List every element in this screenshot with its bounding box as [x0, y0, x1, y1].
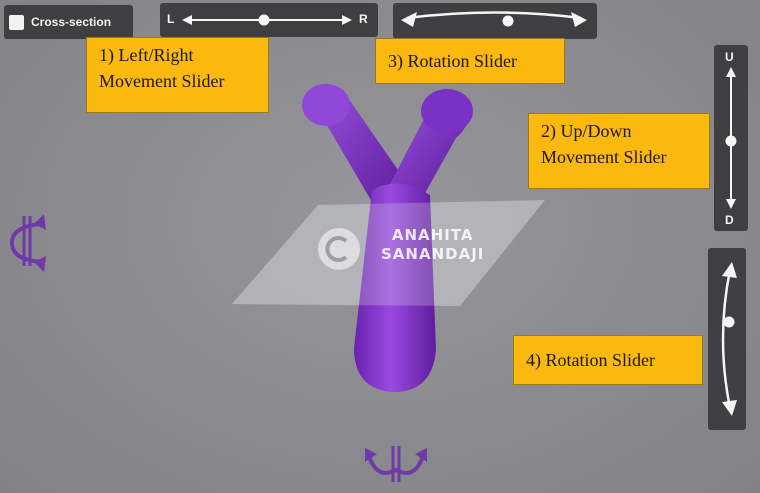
- up-down-slider-handle[interactable]: [725, 135, 737, 147]
- curved-double-arrow-icon: [401, 11, 587, 27]
- callout-up-down-slider: 2) Up/Down Movement Slider: [528, 113, 710, 189]
- right-label: R: [359, 12, 368, 26]
- copyright-logo-icon: [318, 228, 360, 270]
- rotate-vertical-axis-icon[interactable]: [8, 210, 52, 276]
- rotation-slider-side[interactable]: [708, 248, 746, 430]
- cross-section-checkbox[interactable]: [9, 14, 24, 30]
- callout-left-right-slider: 1) Left/Right Movement Slider: [86, 37, 269, 113]
- curved-vertical-double-arrow-icon: [721, 262, 737, 416]
- callout-rotation-top: 3) Rotation Slider: [375, 38, 565, 84]
- callout-up-down-line2: Movement Slider: [541, 147, 667, 167]
- callout-left-right-line2: Movement Slider: [99, 71, 225, 91]
- watermark-text: ANAHITA SANANDAJI: [381, 226, 484, 264]
- callout-rotation-top-text: 3) Rotation Slider: [388, 51, 517, 71]
- callout-rotation-side: 4) Rotation Slider: [513, 335, 703, 385]
- rotation-slider-top-handle[interactable]: [502, 15, 514, 27]
- down-label: D: [725, 213, 734, 227]
- left-right-slider-handle[interactable]: [258, 14, 270, 26]
- left-label: L: [167, 12, 175, 26]
- rotate-horizontal-axis-icon[interactable]: [363, 444, 429, 486]
- callout-rotation-side-text: 4) Rotation Slider: [526, 350, 655, 370]
- left-right-slider[interactable]: L R: [160, 3, 378, 37]
- watermark-line1: ANAHITA: [391, 226, 474, 244]
- up-down-slider[interactable]: U D: [714, 45, 748, 231]
- rotation-slider-side-handle[interactable]: [723, 316, 735, 328]
- watermark-line2: SANANDAJI: [381, 245, 485, 263]
- cross-section-label: Cross-section: [31, 15, 112, 29]
- cross-section-toggle[interactable]: Cross-section: [4, 5, 133, 39]
- rotation-slider-top[interactable]: [393, 3, 597, 39]
- callout-left-right-line1: 1) Left/Right: [99, 45, 194, 65]
- up-label: U: [725, 50, 734, 64]
- callout-up-down-line1: 2) Up/Down: [541, 121, 632, 141]
